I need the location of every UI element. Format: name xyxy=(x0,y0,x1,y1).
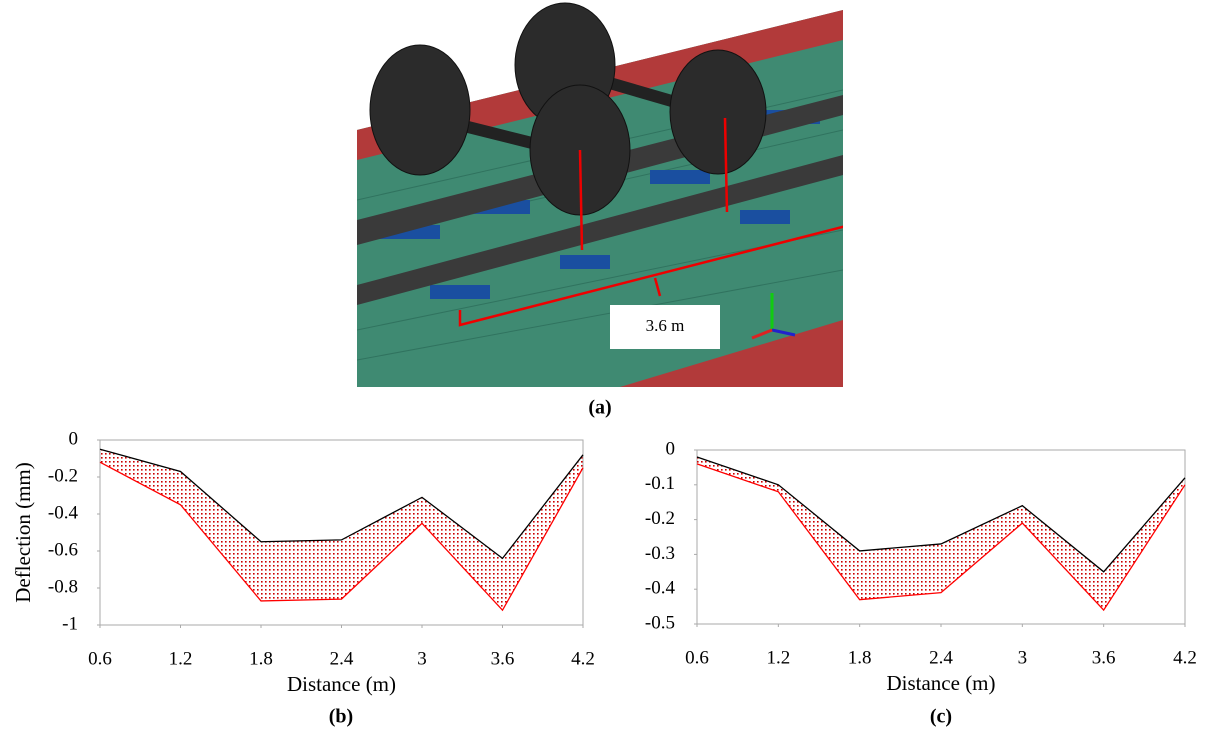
y-tick-label: -0.5 xyxy=(645,612,675,633)
y-tick-label: -0.2 xyxy=(645,508,675,529)
x-tick-label: 4.2 xyxy=(1173,647,1197,668)
caption: (a) xyxy=(588,397,611,419)
y-tick-label: -0.6 xyxy=(48,539,78,560)
x-tick-label: 2.4 xyxy=(929,647,953,668)
x-tick-label: 1.2 xyxy=(766,647,790,668)
dimension-label: 3.6 m xyxy=(646,316,685,335)
y-tick-label: 0 xyxy=(666,438,676,459)
y-tick-label: -0.1 xyxy=(645,473,675,494)
render-image: 3.6 m xyxy=(357,0,843,387)
x-tick-label: 1.2 xyxy=(169,648,193,669)
caption: (b) xyxy=(329,706,353,728)
x-axis-label: Distance (m) xyxy=(287,672,396,696)
y-tick-label: -0.8 xyxy=(48,576,78,597)
band-fill xyxy=(100,449,583,611)
band-fill xyxy=(697,456,1185,611)
x-tick-label: 2.4 xyxy=(330,648,354,669)
series-line xyxy=(99,448,584,560)
caption: (c) xyxy=(930,706,952,728)
y-tick-label: -1 xyxy=(62,613,78,634)
y-tick-label: -0.4 xyxy=(48,502,79,523)
x-tick-label: 3 xyxy=(1018,647,1028,668)
x-tick-label: 3.6 xyxy=(491,648,515,669)
x-tick-label: 0.6 xyxy=(88,648,112,669)
series-line xyxy=(99,461,584,612)
series-line xyxy=(696,456,1186,573)
x-tick-label: 4.2 xyxy=(571,648,595,669)
x-tick-label: 3.6 xyxy=(1092,647,1116,668)
series-line xyxy=(696,463,1186,612)
x-tick-label: 0.6 xyxy=(685,647,709,668)
y-tick-label: -0.3 xyxy=(645,543,675,564)
x-tick-label: 1.8 xyxy=(249,648,273,669)
y-tick-label: -0.4 xyxy=(645,578,676,599)
x-tick-label: 1.8 xyxy=(848,647,872,668)
x-tick-label: 3 xyxy=(417,648,427,669)
y-axis-label: Deflection (mm) xyxy=(11,462,35,603)
y-tick-label: -0.2 xyxy=(48,465,78,486)
y-tick-label: 0 xyxy=(69,428,79,449)
x-axis-label: Distance (m) xyxy=(886,671,995,695)
